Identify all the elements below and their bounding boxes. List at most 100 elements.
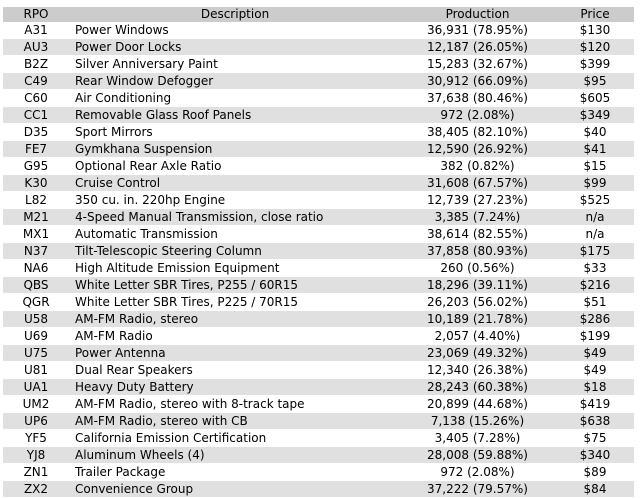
- header-rpo: RPO: [23, 7, 49, 21]
- table-row: QGR White Letter SBR Tires, P225 / 70R15 2…: [3, 293, 634, 311]
- table-row: L82 350 cu. in. 220hp Engine 12,739 (27.23…: [3, 191, 634, 209]
- cell-production: 36,931 (78.95%): [399, 22, 556, 39]
- cell-description: Trailer Package: [69, 463, 399, 481]
- cell-rpo: AU3: [3, 38, 69, 56]
- cell-description: Removable Glass Roof Panels: [69, 106, 399, 124]
- cell-rpo: QGR: [3, 293, 69, 311]
- table-row: C60 Air Conditioning 37,638 (80.46%) $605: [3, 89, 634, 107]
- cell-rpo: N37: [3, 242, 69, 260]
- cell-price: $33: [556, 259, 634, 277]
- cell-rpo: K30: [3, 174, 69, 192]
- table-row: N37 Tilt-Telescopic Steering Column 37,858…: [3, 242, 634, 260]
- cell-rpo: UM2: [3, 395, 69, 413]
- cell-price: $18: [556, 378, 634, 396]
- cell-rpo: U69: [3, 327, 69, 345]
- cell-rpo: G95: [3, 157, 69, 175]
- cell-price: $286: [556, 310, 634, 328]
- cell-rpo: C49: [3, 72, 69, 90]
- cell-price: $199: [556, 327, 634, 345]
- cell-rpo: FE7: [3, 140, 69, 158]
- table-row: NA6 High Altitude Emission Equipment 260 (…: [3, 259, 634, 277]
- table-header: RPO Description Production Price: [3, 7, 634, 22]
- cell-price: $130: [556, 22, 634, 39]
- table-row: U81 Dual Rear Speakers 12,340 (26.38%) $49: [3, 361, 634, 379]
- table-row: YJ8 Aluminum Wheels (4) 28,008 (59.88%) $34…: [3, 446, 634, 464]
- table-row: M21 4-Speed Manual Transmission, close ra…: [3, 208, 634, 226]
- cell-price: $84: [556, 480, 634, 498]
- cell-description: Dual Rear Speakers: [69, 361, 399, 379]
- cell-production: 12,340 (26.38%): [399, 361, 556, 379]
- cell-production: 26,203 (56.02%): [399, 293, 556, 311]
- cell-description: Sport Mirrors: [69, 123, 399, 141]
- header-price: Price: [580, 7, 610, 21]
- table-row: YF5 California Emission Certification 3,40…: [3, 429, 634, 447]
- cell-price: $95: [556, 72, 634, 90]
- table-row: G95 Optional Rear Axle Ratio 382 (0.82%) $1…: [3, 157, 634, 175]
- cell-price: $399: [556, 55, 634, 73]
- cell-rpo: U81: [3, 361, 69, 379]
- cell-production: 38,614 (82.55%): [399, 225, 556, 243]
- cell-price: $40: [556, 123, 634, 141]
- cell-production: 260 (0.56%): [399, 259, 556, 277]
- cell-production: 20,899 (44.68%): [399, 395, 556, 413]
- cell-description: Silver Anniversary Paint: [69, 55, 399, 73]
- cell-price: $49: [556, 361, 634, 379]
- cell-production: 12,187 (26.05%): [399, 38, 556, 56]
- cell-price: $216: [556, 276, 634, 294]
- cell-rpo: YJ8: [3, 446, 69, 464]
- header-production: Production: [445, 7, 510, 21]
- header-description: Description: [200, 7, 270, 21]
- cell-description: Cruise Control: [69, 174, 399, 192]
- cell-rpo: U75: [3, 344, 69, 362]
- cell-production: 972 (2.08%): [399, 106, 556, 124]
- cell-rpo: U58: [3, 310, 69, 328]
- cell-rpo: A31: [3, 22, 69, 39]
- cell-description: AM-FM Radio, stereo with 8-track tape: [69, 395, 399, 413]
- cell-production: 10,189 (21.78%): [399, 310, 556, 328]
- cell-rpo: ZX2: [3, 480, 69, 498]
- table-row: D35 Sport Mirrors 38,405 (82.10%) $40: [3, 123, 634, 141]
- cell-price: $175: [556, 242, 634, 260]
- cell-rpo: C60: [3, 89, 69, 107]
- cell-production: 15,283 (32.67%): [399, 55, 556, 73]
- cell-production: 23,069 (49.32%): [399, 344, 556, 362]
- options-table: RPO Description Production Price A31 Powe…: [3, 7, 634, 498]
- cell-description: Gymkhana Suspension: [69, 140, 399, 158]
- table-row: U58 AM-FM Radio, stereo 10,189 (21.78%) $28…: [3, 310, 634, 328]
- cell-production: 37,858 (80.93%): [399, 242, 556, 260]
- cell-production: 972 (2.08%): [399, 463, 556, 481]
- cell-rpo: B2Z: [3, 55, 69, 73]
- cell-production: 3,405 (7.28%): [399, 429, 556, 447]
- cell-price: $51: [556, 293, 634, 311]
- table-row: CC1 Removable Glass Roof Panels 972 (2.08%…: [3, 106, 634, 124]
- cell-production: 2,057 (4.40%): [399, 327, 556, 345]
- cell-price: n/a: [556, 225, 634, 243]
- cell-description: AM-FM Radio, stereo: [69, 310, 399, 328]
- cell-rpo: UA1: [3, 378, 69, 396]
- cell-description: Power Windows: [69, 22, 399, 39]
- table-row: C49 Rear Window Defogger 30,912 (66.09%) $9…: [3, 72, 634, 90]
- cell-price: $120: [556, 38, 634, 56]
- cell-description: AM-FM Radio, stereo with CB: [69, 412, 399, 430]
- table-row: A31 Power Windows 36,931 (78.95%) $130: [3, 22, 634, 39]
- cell-price: $638: [556, 412, 634, 430]
- table-row: FE7 Gymkhana Suspension 12,590 (26.92%) $41: [3, 140, 634, 158]
- table-row: ZN1 Trailer Package 972 (2.08%) $89: [3, 463, 634, 481]
- cell-description: Convenience Group: [69, 480, 399, 498]
- cell-rpo: D35: [3, 123, 69, 141]
- cell-price: $41: [556, 140, 634, 158]
- cell-rpo: ZN1: [3, 463, 69, 481]
- cell-description: Aluminum Wheels (4): [69, 446, 399, 464]
- cell-description: Tilt-Telescopic Steering Column: [69, 242, 399, 260]
- cell-rpo: CC1: [3, 106, 69, 124]
- table-row: QBS White Letter SBR Tires, P255 / 60R15 1…: [3, 276, 634, 294]
- table-body: A31 Power Windows 36,931 (78.95%) $130 AU3 Po…: [3, 22, 634, 498]
- cell-production: 3,385 (7.24%): [399, 208, 556, 226]
- cell-description: Optional Rear Axle Ratio: [69, 157, 399, 175]
- cell-production: 28,008 (59.88%): [399, 446, 556, 464]
- table-row: MX1 Automatic Transmission 38,614 (82.55%)…: [3, 225, 634, 243]
- cell-description: AM-FM Radio: [69, 327, 399, 345]
- table-row: U75 Power Antenna 23,069 (49.32%) $49: [3, 344, 634, 362]
- cell-price: $605: [556, 89, 634, 107]
- cell-rpo: YF5: [3, 429, 69, 447]
